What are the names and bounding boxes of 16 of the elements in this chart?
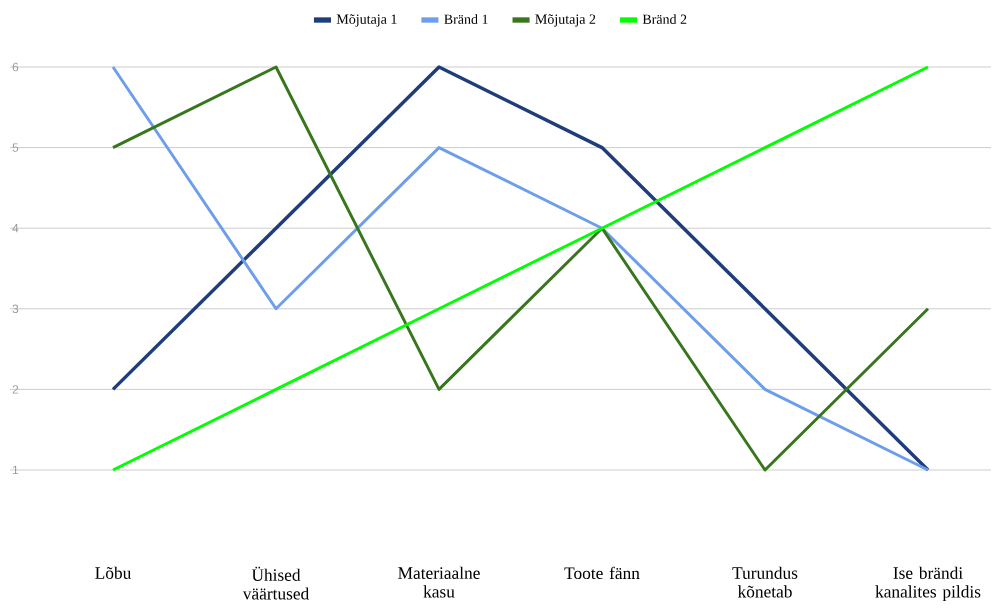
x-tick-label: Turundus kõnetab xyxy=(732,566,798,598)
x-tick-label: Materiaalne kasu xyxy=(398,566,480,598)
y-tick-label: 3 xyxy=(12,304,19,314)
x-tick-label: Toote fänn xyxy=(564,566,640,580)
x-tick-label: Lõbu xyxy=(95,566,131,579)
y-tick-label: 5 xyxy=(12,143,19,152)
legend-label: Mõjutaja 2 xyxy=(535,14,596,27)
y-tick-label: 4 xyxy=(12,224,19,233)
legend-label: Bränd 2 xyxy=(642,14,687,25)
x-tick-label: Ise brändi kanalites pildis xyxy=(875,566,981,602)
legend-label: Bränd 1 xyxy=(444,14,488,25)
y-tick-label: 1 xyxy=(12,465,19,475)
y-tick-label: 6 xyxy=(12,62,19,72)
x-tick-label: Ühised väärtused xyxy=(242,566,309,600)
y-tick-label: 2 xyxy=(12,385,19,394)
legend-label: Mõjutaja 1 xyxy=(336,14,397,27)
